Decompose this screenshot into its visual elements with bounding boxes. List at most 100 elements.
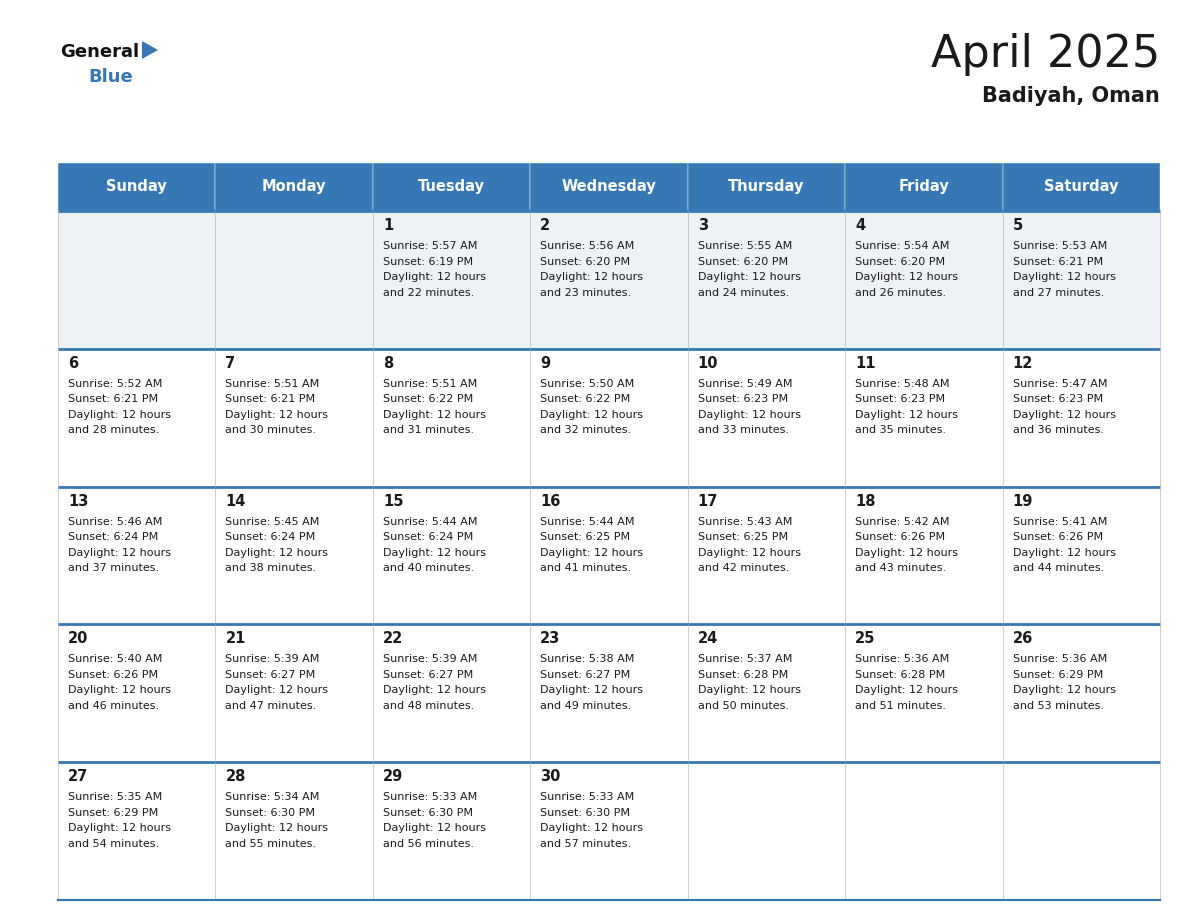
Bar	[215, 624, 373, 762]
Text: Sunrise: 5:52 AM: Sunrise: 5:52 AM	[68, 379, 163, 389]
Text: Sunrise: 5:53 AM: Sunrise: 5:53 AM	[1012, 241, 1107, 251]
Text: 20: 20	[68, 632, 88, 646]
Text: 26: 26	[1012, 632, 1032, 646]
Text: April 2025: April 2025	[930, 33, 1159, 76]
Text: Sunset: 6:28 PM: Sunset: 6:28 PM	[855, 670, 946, 680]
Text: and 22 minutes.: and 22 minutes.	[383, 287, 474, 297]
Text: and 36 minutes.: and 36 minutes.	[1012, 425, 1104, 435]
Text: Sunset: 6:22 PM: Sunset: 6:22 PM	[541, 395, 631, 404]
Text: Friday: Friday	[898, 180, 949, 195]
Text: 10: 10	[697, 356, 719, 371]
Text: 15: 15	[383, 494, 404, 509]
Text: Sunrise: 5:50 AM: Sunrise: 5:50 AM	[541, 379, 634, 389]
Text: Sunset: 6:30 PM: Sunset: 6:30 PM	[226, 808, 316, 818]
Text: Daylight: 12 hours: Daylight: 12 hours	[541, 686, 643, 696]
Text: Sunset: 6:23 PM: Sunset: 6:23 PM	[1012, 395, 1102, 404]
Bar	[688, 624, 845, 762]
Text: Sunrise: 5:33 AM: Sunrise: 5:33 AM	[541, 792, 634, 802]
Text: Sunrise: 5:41 AM: Sunrise: 5:41 AM	[1012, 517, 1107, 527]
Bar	[215, 487, 373, 624]
Text: 13: 13	[68, 494, 88, 509]
Text: and 55 minutes.: and 55 minutes.	[226, 839, 316, 849]
Bar	[1003, 349, 1159, 487]
Text: Sunset: 6:23 PM: Sunset: 6:23 PM	[855, 395, 946, 404]
Bar	[215, 211, 373, 349]
Text: 7: 7	[226, 356, 235, 371]
Text: Daylight: 12 hours: Daylight: 12 hours	[541, 409, 643, 420]
Text: 22: 22	[383, 632, 403, 646]
Text: Daylight: 12 hours: Daylight: 12 hours	[697, 272, 801, 282]
Text: and 48 minutes.: and 48 minutes.	[383, 701, 474, 711]
Text: General: General	[61, 43, 139, 61]
Text: and 44 minutes.: and 44 minutes.	[1012, 563, 1104, 573]
Text: Daylight: 12 hours: Daylight: 12 hours	[855, 272, 959, 282]
Bar	[373, 163, 530, 211]
Text: Sunset: 6:28 PM: Sunset: 6:28 PM	[697, 670, 788, 680]
Text: Sunrise: 5:43 AM: Sunrise: 5:43 AM	[697, 517, 792, 527]
Text: Daylight: 12 hours: Daylight: 12 hours	[383, 272, 486, 282]
Text: Sunset: 6:29 PM: Sunset: 6:29 PM	[68, 808, 158, 818]
Text: Sunrise: 5:44 AM: Sunrise: 5:44 AM	[541, 517, 634, 527]
Text: Sunset: 6:24 PM: Sunset: 6:24 PM	[68, 532, 158, 543]
Text: and 31 minutes.: and 31 minutes.	[383, 425, 474, 435]
Text: and 47 minutes.: and 47 minutes.	[226, 701, 317, 711]
Bar	[688, 349, 845, 487]
Text: Sunset: 6:23 PM: Sunset: 6:23 PM	[697, 395, 788, 404]
Text: Sunrise: 5:36 AM: Sunrise: 5:36 AM	[1012, 655, 1107, 665]
Text: Daylight: 12 hours: Daylight: 12 hours	[68, 548, 171, 557]
Text: Sunset: 6:19 PM: Sunset: 6:19 PM	[383, 256, 473, 266]
Bar	[1003, 762, 1159, 900]
Text: 25: 25	[855, 632, 876, 646]
Text: Daylight: 12 hours: Daylight: 12 hours	[697, 409, 801, 420]
Text: and 40 minutes.: and 40 minutes.	[383, 563, 474, 573]
Text: 2: 2	[541, 218, 550, 233]
Text: and 41 minutes.: and 41 minutes.	[541, 563, 631, 573]
Text: Sunrise: 5:44 AM: Sunrise: 5:44 AM	[383, 517, 478, 527]
Text: Saturday: Saturday	[1044, 180, 1119, 195]
Text: Sunset: 6:29 PM: Sunset: 6:29 PM	[1012, 670, 1102, 680]
Text: Daylight: 12 hours: Daylight: 12 hours	[697, 548, 801, 557]
Text: 8: 8	[383, 356, 393, 371]
Text: and 50 minutes.: and 50 minutes.	[697, 701, 789, 711]
Text: Daylight: 12 hours: Daylight: 12 hours	[855, 686, 959, 696]
Text: 23: 23	[541, 632, 561, 646]
Text: and 53 minutes.: and 53 minutes.	[1012, 701, 1104, 711]
Text: 21: 21	[226, 632, 246, 646]
Text: Daylight: 12 hours: Daylight: 12 hours	[1012, 272, 1116, 282]
Text: and 33 minutes.: and 33 minutes.	[697, 425, 789, 435]
Text: Daylight: 12 hours: Daylight: 12 hours	[226, 548, 328, 557]
Text: and 57 minutes.: and 57 minutes.	[541, 839, 631, 849]
Text: 5: 5	[1012, 218, 1023, 233]
Text: and 38 minutes.: and 38 minutes.	[226, 563, 316, 573]
Text: Sunset: 6:26 PM: Sunset: 6:26 PM	[68, 670, 158, 680]
Text: and 42 minutes.: and 42 minutes.	[697, 563, 789, 573]
Text: 4: 4	[855, 218, 865, 233]
Bar	[845, 349, 1003, 487]
Text: Daylight: 12 hours: Daylight: 12 hours	[383, 548, 486, 557]
Bar	[530, 163, 688, 211]
Text: Sunrise: 5:45 AM: Sunrise: 5:45 AM	[226, 517, 320, 527]
Text: Sunset: 6:21 PM: Sunset: 6:21 PM	[226, 395, 316, 404]
Text: Sunset: 6:25 PM: Sunset: 6:25 PM	[541, 532, 631, 543]
Bar	[688, 211, 845, 349]
Bar	[688, 762, 845, 900]
Text: Sunset: 6:30 PM: Sunset: 6:30 PM	[541, 808, 631, 818]
Text: Sunrise: 5:47 AM: Sunrise: 5:47 AM	[1012, 379, 1107, 389]
Text: Daylight: 12 hours: Daylight: 12 hours	[383, 823, 486, 834]
Bar	[373, 624, 530, 762]
Text: Sunset: 6:27 PM: Sunset: 6:27 PM	[541, 670, 631, 680]
Bar	[58, 211, 215, 349]
Text: and 51 minutes.: and 51 minutes.	[855, 701, 946, 711]
Text: Thursday: Thursday	[728, 180, 804, 195]
Text: 27: 27	[68, 769, 88, 784]
Text: Sunrise: 5:34 AM: Sunrise: 5:34 AM	[226, 792, 320, 802]
Text: Badiyah, Oman: Badiyah, Oman	[982, 86, 1159, 106]
Text: and 46 minutes.: and 46 minutes.	[68, 701, 159, 711]
Bar	[373, 487, 530, 624]
Text: Sunset: 6:22 PM: Sunset: 6:22 PM	[383, 395, 473, 404]
Text: and 24 minutes.: and 24 minutes.	[697, 287, 789, 297]
Text: Sunset: 6:26 PM: Sunset: 6:26 PM	[1012, 532, 1102, 543]
Text: 30: 30	[541, 769, 561, 784]
Text: Sunset: 6:26 PM: Sunset: 6:26 PM	[855, 532, 946, 543]
Bar	[530, 487, 688, 624]
